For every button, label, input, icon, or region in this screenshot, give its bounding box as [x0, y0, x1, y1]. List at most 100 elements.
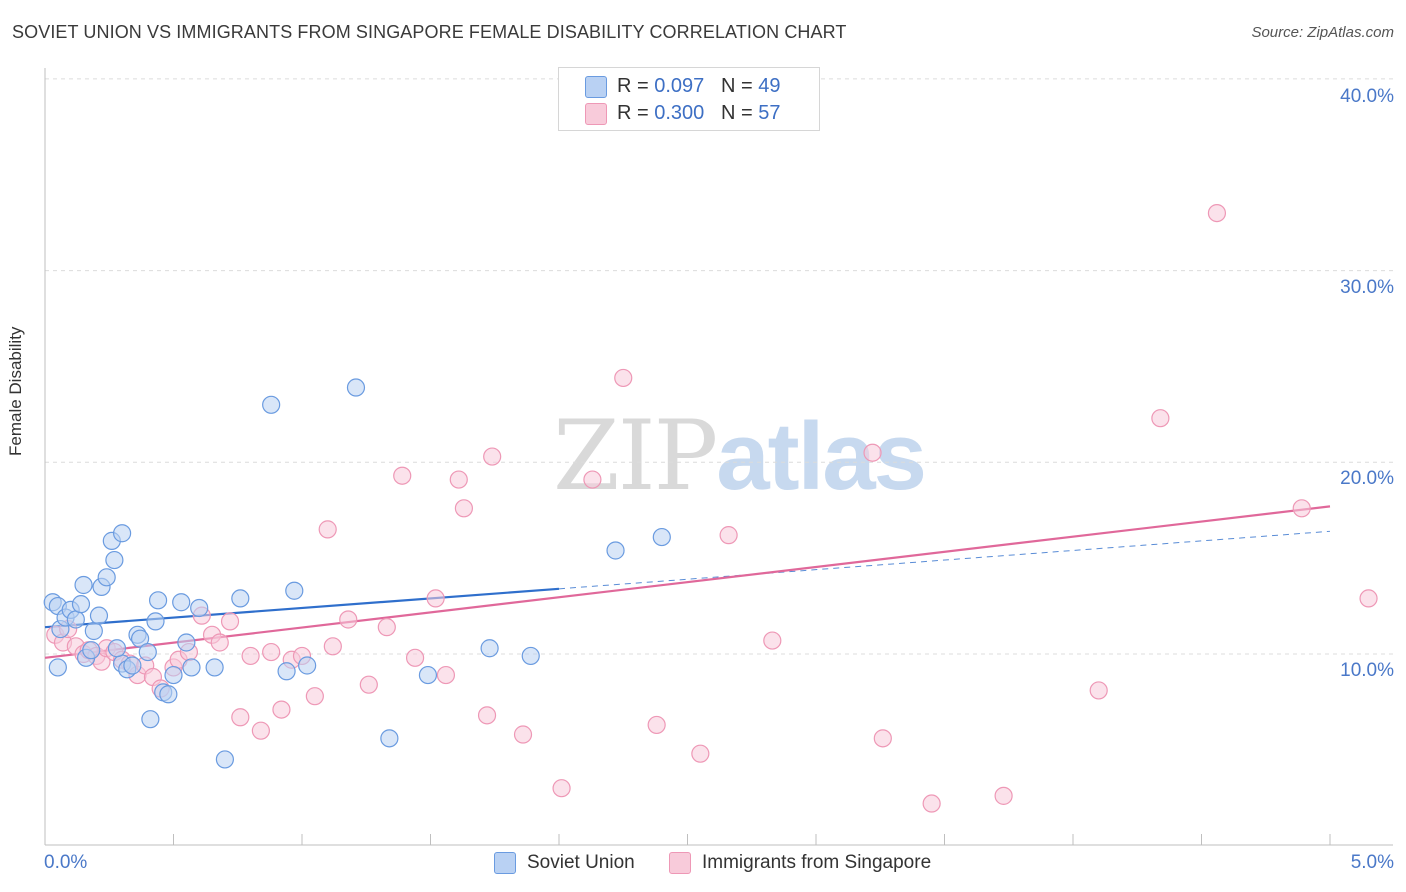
- soviet-union-point: [71, 595, 91, 614]
- singapore-point: [719, 526, 738, 545]
- legend-swatch-pink: [585, 103, 607, 125]
- singapore-point: [1207, 203, 1227, 223]
- singapore-point: [691, 744, 710, 763]
- source-credit: Source: ZipAtlas.com: [1251, 24, 1394, 41]
- soviet-union-point: [177, 633, 196, 652]
- soviet-union-point: [74, 575, 93, 595]
- soviet-union-point: [48, 658, 67, 677]
- singapore-point: [1292, 499, 1311, 518]
- soviet-union-point: [172, 593, 191, 612]
- soviet-union-point: [652, 527, 671, 547]
- watermark: ZIPatlas: [553, 400, 927, 512]
- soviet-union-trend-extension: [558, 530, 1331, 590]
- gridlines: [45, 78, 1393, 655]
- soviet-union-point: [231, 589, 250, 608]
- singapore-point: [241, 646, 260, 666]
- singapore-point: [513, 725, 533, 744]
- singapore-point: [1089, 681, 1108, 700]
- singapore-point: [647, 715, 666, 735]
- r-label: R =: [617, 75, 655, 97]
- soviet-union-point: [182, 658, 201, 677]
- singapore-point: [339, 610, 358, 629]
- r-label: R =: [617, 102, 655, 124]
- singapore-point: [359, 675, 378, 694]
- soviet-union-point: [215, 750, 234, 769]
- y-tick-label: 40.0%: [1340, 86, 1394, 107]
- singapore-point: [272, 700, 291, 719]
- y-tick-label: 20.0%: [1340, 468, 1394, 489]
- singapore-point: [994, 786, 1013, 805]
- legend-label: Immigrants from Singapore: [702, 852, 932, 873]
- soviet-union-point: [346, 378, 366, 397]
- trend-lines: [44, 505, 1331, 659]
- soviet-union-point: [146, 612, 165, 631]
- x-tick-label: 0.0%: [44, 852, 88, 873]
- singapore-point: [436, 665, 456, 685]
- data-points: [43, 203, 1378, 813]
- singapore-point: [483, 447, 502, 466]
- singapore-point: [449, 470, 468, 489]
- singapore-point: [477, 706, 497, 725]
- singapore-point: [405, 648, 425, 667]
- soviet-union-point: [84, 621, 103, 641]
- soviet-union-point: [277, 662, 296, 681]
- soviet-union-point: [606, 541, 625, 560]
- legend-stats: R = 0.097 N = 49: [617, 75, 780, 98]
- soviet-union-point: [159, 685, 178, 704]
- singapore-point: [262, 642, 281, 662]
- n-value: 49: [758, 75, 781, 97]
- soviet-union-point: [418, 665, 438, 685]
- singapore-point: [231, 708, 250, 727]
- singapore-point: [863, 443, 882, 462]
- soviet-union-point: [190, 598, 209, 618]
- legend-swatch-blue: [585, 76, 607, 98]
- singapore-point: [426, 589, 445, 608]
- singapore-point: [922, 794, 941, 813]
- soviet-union-point: [262, 395, 281, 414]
- soviet-union-point: [89, 606, 109, 625]
- legend-label: Soviet Union: [527, 852, 635, 873]
- soviet-union-point: [148, 591, 168, 610]
- soviet-union-point: [205, 658, 224, 677]
- y-axis-label: Female Disability: [6, 326, 25, 456]
- legend-swatch-pink: [669, 852, 691, 874]
- soviet-union-point: [521, 646, 540, 666]
- singapore-point: [763, 631, 782, 650]
- singapore-point: [251, 721, 270, 740]
- singapore-point: [318, 520, 337, 539]
- singapore-point: [454, 499, 474, 518]
- singapore-point: [552, 779, 571, 798]
- singapore-point: [220, 612, 240, 631]
- n-label: N =: [720, 102, 759, 124]
- soviet-union-point: [82, 641, 101, 660]
- soviet-union-point: [285, 581, 304, 600]
- singapore-point: [1151, 409, 1170, 428]
- r-value: 0.300: [654, 102, 705, 124]
- singapore-trend-line: [44, 505, 1331, 659]
- singapore-point: [323, 637, 342, 656]
- y-tick-label: 30.0%: [1340, 277, 1394, 298]
- r-value: 0.097: [654, 75, 705, 97]
- soviet-union-point: [138, 642, 157, 662]
- n-value: 57: [758, 102, 781, 124]
- soviet-union-trend-line: [44, 587, 560, 629]
- soviet-union-point: [123, 656, 142, 675]
- soviet-union-point: [105, 550, 124, 570]
- x-tick-label: 5.0%: [1350, 852, 1394, 873]
- stats-legend: R = 0.097 N = 49 R = 0.300 N = 57: [558, 67, 820, 131]
- chart-title: SOVIET UNION VS IMMIGRANTS FROM SINGAPOR…: [12, 22, 847, 42]
- soviet-union-point: [97, 568, 116, 587]
- n-label: N =: [720, 75, 759, 97]
- watermark-atlas: atlas: [716, 403, 927, 510]
- soviet-union-point: [480, 639, 499, 658]
- legend-swatch-blue: [494, 852, 516, 874]
- soviet-union-point: [380, 729, 399, 748]
- singapore-point: [377, 618, 396, 637]
- axes: [44, 68, 1393, 846]
- soviet-union-point: [164, 665, 183, 685]
- singapore-point: [873, 729, 892, 748]
- y-tick-label: 10.0%: [1340, 660, 1394, 681]
- singapore-point: [1359, 589, 1378, 608]
- legend-stats: R = 0.300 N = 57: [617, 102, 780, 125]
- singapore-point: [210, 633, 229, 652]
